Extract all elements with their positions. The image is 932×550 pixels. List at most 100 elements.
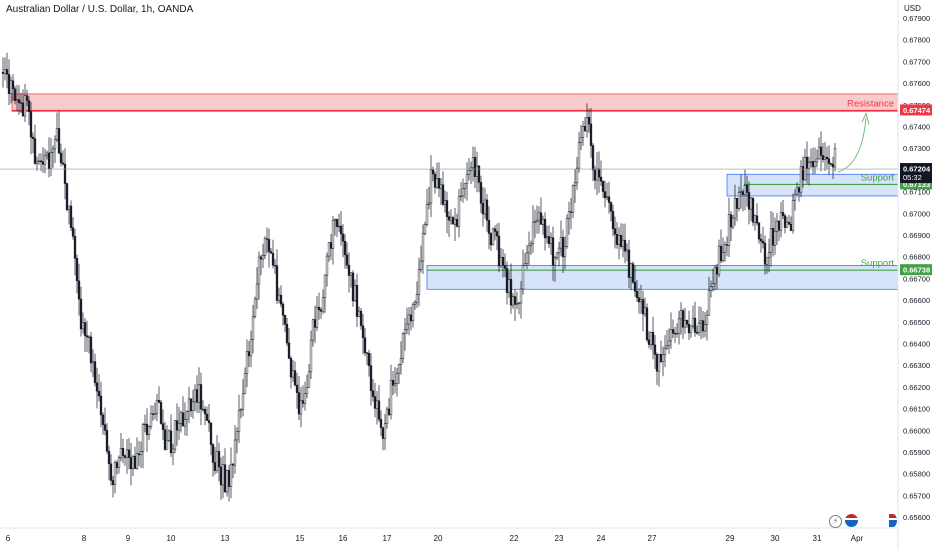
candle-body xyxy=(793,193,797,201)
candle-body xyxy=(255,283,259,300)
candle-body xyxy=(481,202,485,215)
candle-body xyxy=(229,463,233,487)
candle-body xyxy=(601,180,605,192)
candle-body xyxy=(39,160,43,163)
candle-body xyxy=(699,320,703,324)
candle-body xyxy=(735,197,739,209)
candle-body xyxy=(773,231,777,246)
candle-body xyxy=(761,240,765,244)
candle-body xyxy=(83,322,87,336)
currency-label: USD xyxy=(904,4,921,13)
candle-body xyxy=(315,306,319,328)
candle-body xyxy=(19,102,23,104)
current-price-badge xyxy=(900,163,932,184)
candle-body xyxy=(765,257,769,265)
candle-body xyxy=(687,323,691,334)
candle-body xyxy=(659,354,663,362)
candle-body xyxy=(251,316,255,340)
candle-body xyxy=(557,247,561,254)
candle-body xyxy=(625,249,629,252)
candle-body xyxy=(157,399,161,403)
zone-label: Support xyxy=(861,258,895,269)
candle-body xyxy=(325,255,329,276)
price-tick-label: 0.66100 xyxy=(903,405,930,414)
candle-body xyxy=(665,345,669,349)
price-tick-label: 0.66400 xyxy=(903,340,930,349)
lightning-icon[interactable]: ⚡ xyxy=(829,515,842,528)
candle-body xyxy=(347,264,351,276)
candle-body xyxy=(103,424,107,431)
candle-body xyxy=(99,395,103,416)
candle-body xyxy=(549,237,553,244)
price-tick-label: 0.66500 xyxy=(903,318,930,327)
candle-body xyxy=(795,187,799,195)
candle-body xyxy=(305,387,309,394)
candle-body xyxy=(421,233,425,262)
candle-body xyxy=(13,88,17,101)
candle-body xyxy=(289,358,293,378)
candle-body xyxy=(621,239,625,247)
price-axis[interactable]: 0.65600 0.65700 0.65800 0.65900 0.66000 0.661… xyxy=(897,0,932,550)
candle-body xyxy=(389,379,393,415)
candle-body xyxy=(43,154,47,165)
candle-body xyxy=(57,128,61,154)
zone-price-badge-text: 0.67133 xyxy=(903,180,930,189)
candle-body xyxy=(567,211,571,219)
candle-body xyxy=(739,191,743,193)
candle-body xyxy=(533,221,537,223)
candle-body xyxy=(383,423,387,439)
candle-body xyxy=(479,182,483,204)
candle-body xyxy=(451,217,455,225)
candle-body xyxy=(353,285,357,302)
candle-body xyxy=(767,252,771,259)
candle-body xyxy=(813,161,817,168)
candle-body xyxy=(351,272,355,302)
candle-body xyxy=(35,161,39,164)
candle-body xyxy=(769,228,773,253)
time-axis[interactable]: 6 8 9 10 13 15 16 17 20 22 23 24 27 29 30 31 Apr xyxy=(0,527,898,543)
candle-body xyxy=(423,224,427,234)
candle-body xyxy=(51,148,55,153)
candle-body xyxy=(285,323,289,344)
candle-body xyxy=(551,237,555,266)
candle-body xyxy=(139,451,143,456)
us-flag-icon[interactable] xyxy=(845,514,858,527)
candle-body xyxy=(477,165,481,183)
price-tick-label: 0.66000 xyxy=(903,426,930,435)
candle-body xyxy=(41,161,45,165)
candle-body xyxy=(175,420,179,431)
candle-body xyxy=(207,420,211,424)
candle-body xyxy=(127,449,131,458)
candle-body xyxy=(277,294,281,301)
candle-body xyxy=(785,221,789,228)
time-tick-label: 31 xyxy=(813,534,822,543)
candle-body xyxy=(129,457,133,469)
candle-body xyxy=(431,169,435,175)
candle-body xyxy=(521,265,525,290)
time-tick-label: 29 xyxy=(726,534,735,543)
time-tick-label: 13 xyxy=(221,534,230,543)
candle-body xyxy=(31,136,35,139)
candle-body xyxy=(647,339,651,345)
candle-body xyxy=(385,408,389,424)
candle-body xyxy=(203,409,207,415)
candle-body xyxy=(45,152,49,156)
candle-body xyxy=(71,227,75,237)
candle-body xyxy=(89,336,93,364)
candle-body xyxy=(201,408,205,411)
candle-body xyxy=(745,184,749,193)
candle-body xyxy=(417,269,421,295)
candle-body xyxy=(73,236,77,259)
candle-body xyxy=(653,344,657,355)
candle-body xyxy=(181,412,185,427)
candle-body xyxy=(455,218,459,227)
us-flag-icon-secondary[interactable] xyxy=(889,514,897,527)
candle-body xyxy=(245,351,249,374)
candle-body xyxy=(187,398,191,412)
candle-body xyxy=(721,252,725,262)
candle-body xyxy=(161,423,165,430)
candle-body xyxy=(401,333,405,359)
time-tick-label: Apr xyxy=(851,534,864,543)
time-tick-label: 10 xyxy=(167,534,176,543)
